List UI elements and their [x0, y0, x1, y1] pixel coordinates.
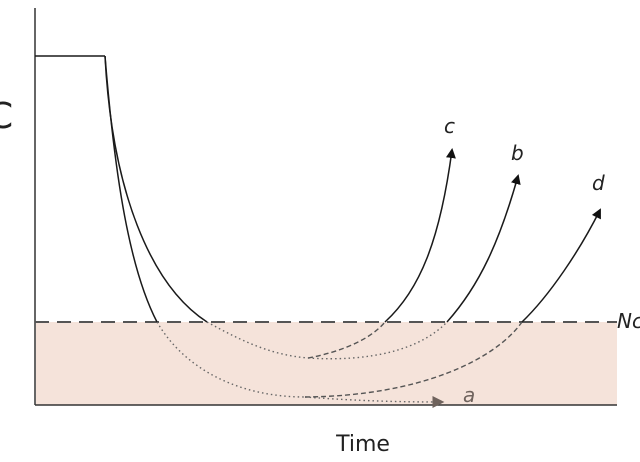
decline-curve-gradual — [104, 55, 208, 323]
y-axis-label: C — [0, 96, 13, 137]
label-b: b — [511, 141, 524, 165]
label-d: d — [592, 171, 605, 195]
threshold-label: Nc — [617, 309, 640, 333]
label-c: c — [444, 114, 455, 138]
subthreshold-region — [36, 322, 617, 405]
curve-b-solid — [446, 174, 521, 323]
curve-d-dashed — [304, 321, 523, 398]
x-axis-label: Time — [335, 432, 390, 457]
label-a: a — [463, 383, 475, 407]
curve-a-path — [304, 395, 445, 408]
curve-d-solid — [521, 208, 601, 323]
dotted-path-upper — [206, 321, 309, 359]
curve-c-dashed — [307, 321, 386, 359]
decline-curve-steep — [104, 55, 158, 323]
curve-c-solid — [384, 148, 456, 323]
